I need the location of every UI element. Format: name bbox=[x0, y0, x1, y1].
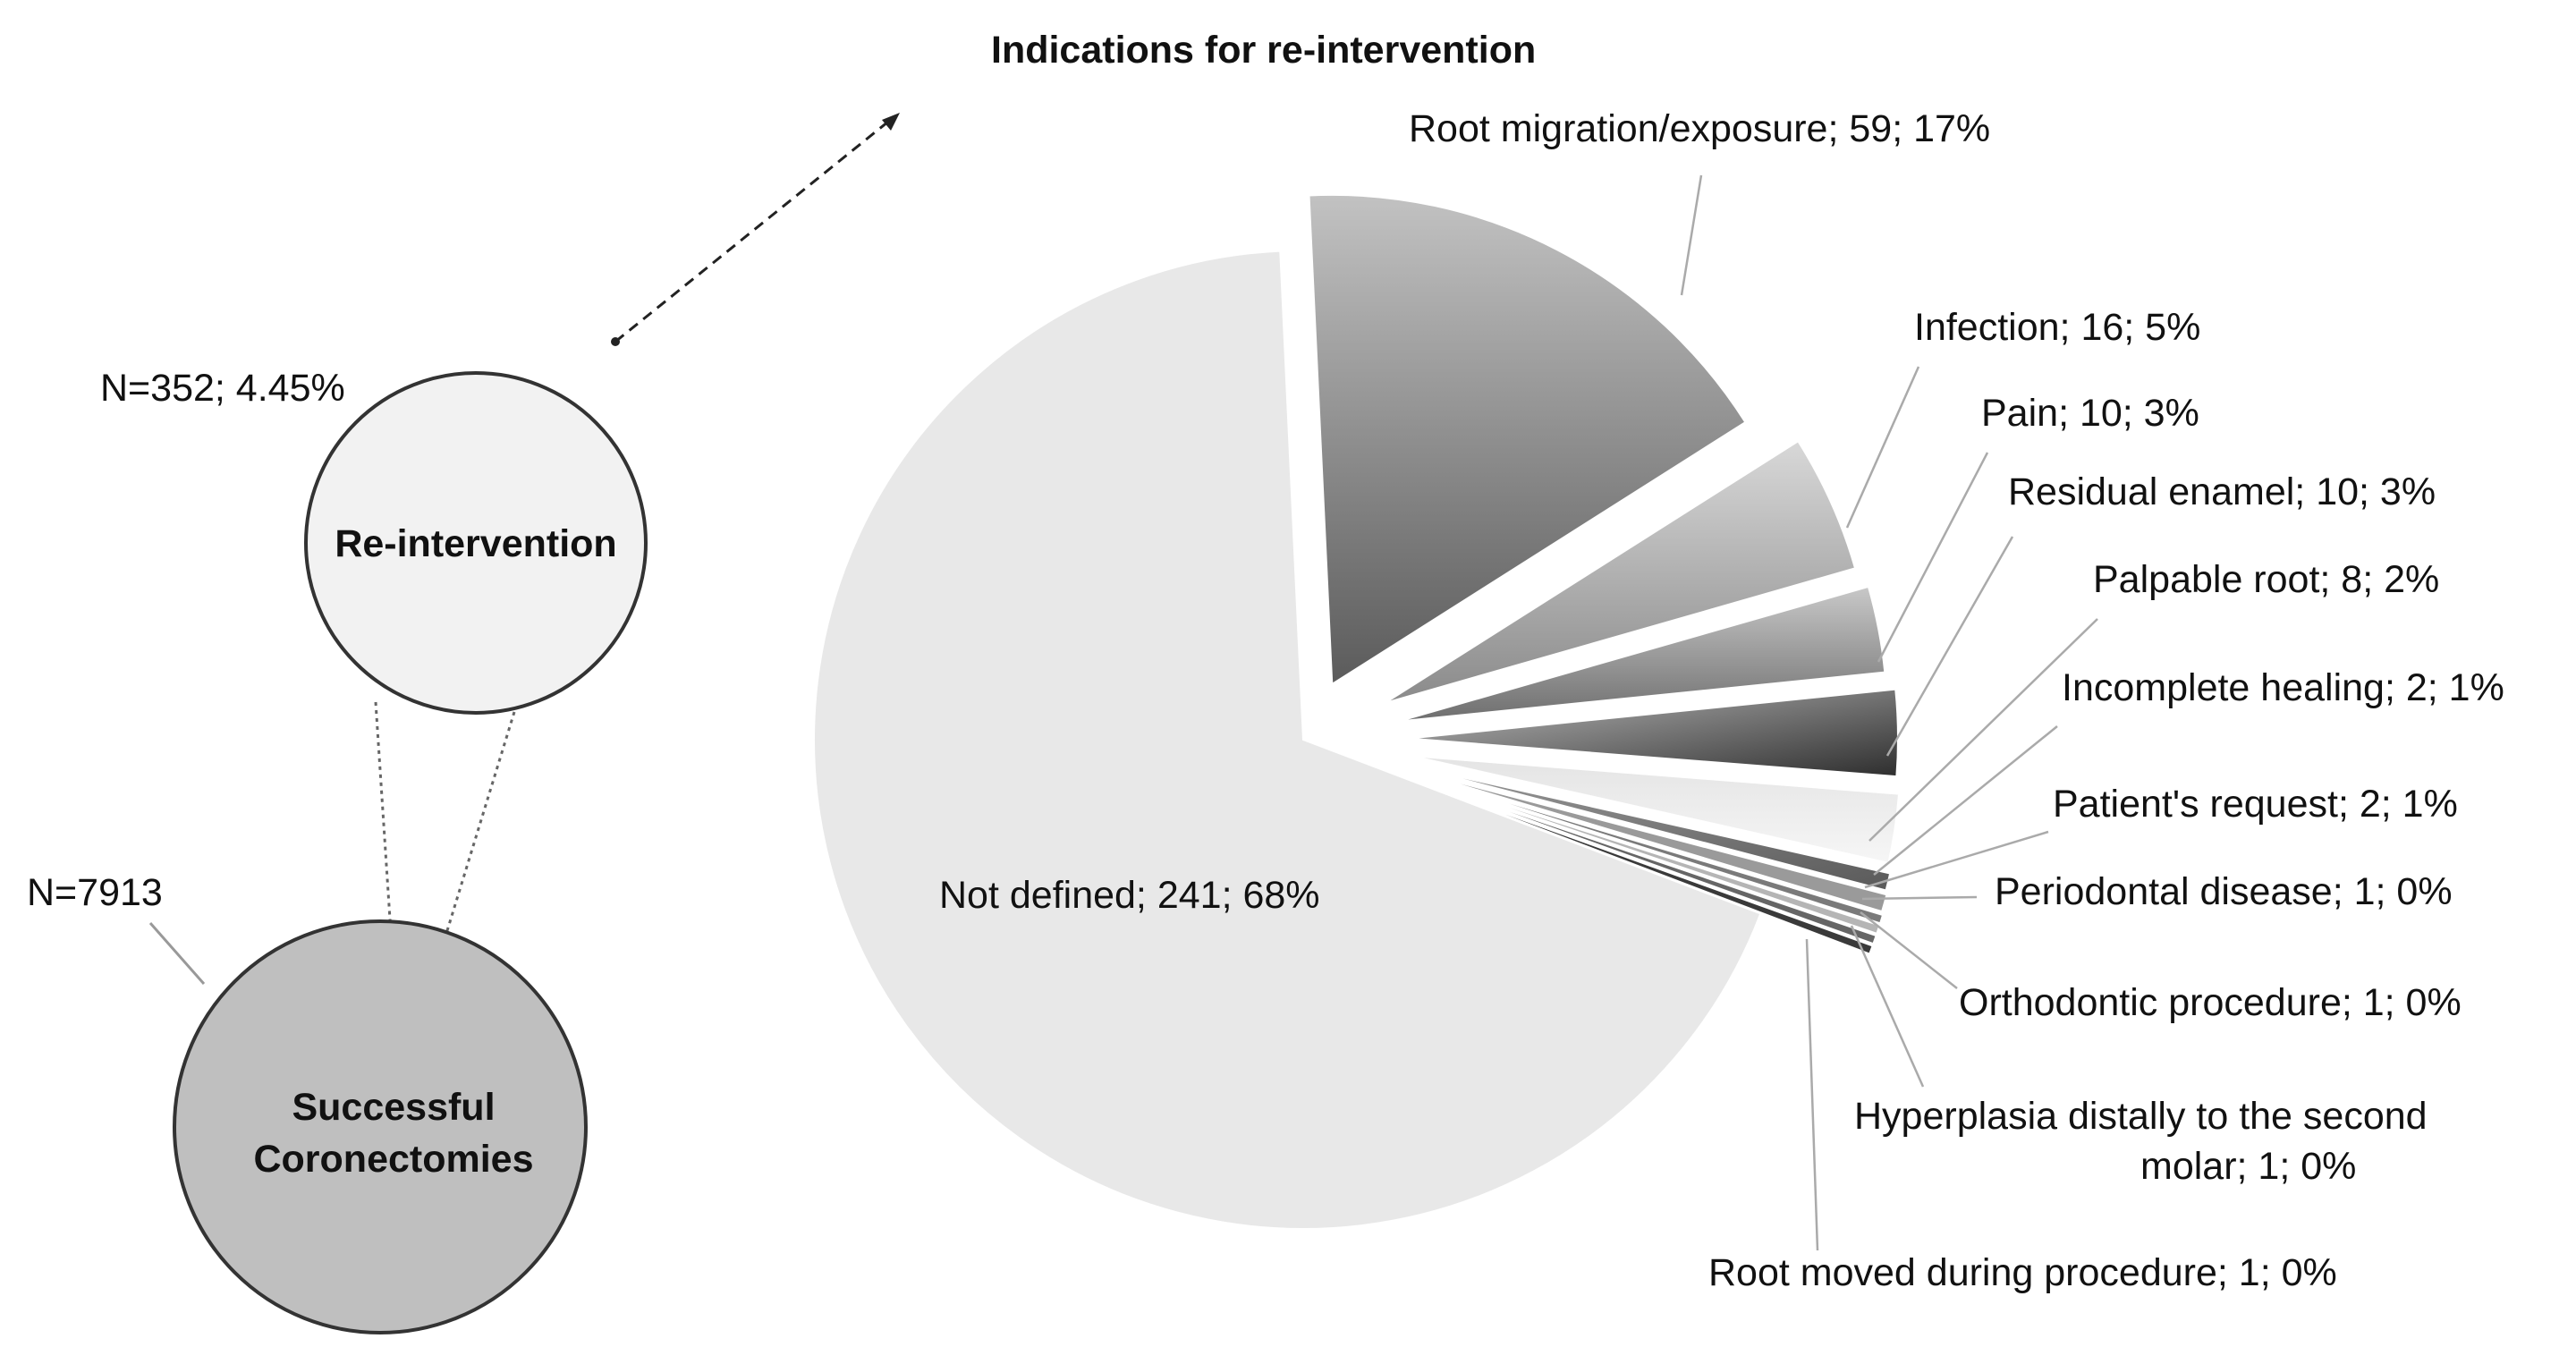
re-intervention-count: N=352; 4.45% bbox=[100, 367, 345, 410]
slice-label: Patient's request; 2; 1% bbox=[2053, 783, 2458, 826]
slice-label: Palpable root; 8; 2% bbox=[2093, 558, 2439, 601]
successful-coronectomies-label-line1: Successful bbox=[292, 1086, 495, 1129]
leader-line bbox=[1850, 925, 1925, 1088]
slice-label: Residual enamel; 10; 3% bbox=[2008, 470, 2436, 513]
slice-label: Incomplete healing; 2; 1% bbox=[2062, 666, 2504, 709]
leader-line bbox=[1845, 366, 1920, 529]
leader-line bbox=[1873, 725, 2058, 876]
slice-label: Pain; 10; 3% bbox=[1981, 392, 2199, 435]
slice-label: Hyperplasia distally to the second molar;… bbox=[1854, 1095, 2428, 1188]
leader-line bbox=[1805, 938, 1819, 1251]
re-intervention-label: Re-intervention bbox=[335, 522, 616, 565]
slice-label: Orthodontic procedure; 1; 0% bbox=[1959, 981, 2462, 1024]
pie-slice bbox=[1412, 765, 1892, 892]
left-diagram: Re-intervention Successful Coronectomies… bbox=[27, 367, 648, 1334]
leader-line bbox=[1868, 618, 2098, 842]
slice-label: Infection; 16; 5% bbox=[1914, 306, 2200, 349]
pie-slice bbox=[1411, 779, 1874, 955]
leader-lines bbox=[1680, 174, 2098, 1251]
slice-label: Not defined; 241; 68% bbox=[939, 874, 1320, 917]
successful-coronectomies-count: N=7913 bbox=[27, 871, 163, 914]
leader-line bbox=[1885, 536, 2014, 757]
pie-slice bbox=[813, 250, 1762, 1230]
slice-label: Root moved during procedure; 1; 0% bbox=[1708, 1251, 2337, 1294]
zoom-arrow bbox=[611, 113, 900, 346]
slice-label: Periodontal disease; 1; 0% bbox=[1995, 870, 2453, 913]
pie-slice bbox=[1408, 688, 1899, 778]
successful-coronectomies-label-line2: Coronectomies bbox=[253, 1138, 533, 1181]
chart-title: Indications for re-intervention bbox=[991, 29, 1536, 72]
slice-labels: Root migration/exposure; 59; 17% Infectio… bbox=[939, 107, 2504, 1294]
pie-slice bbox=[1412, 776, 1877, 945]
leader-line bbox=[1861, 895, 1978, 901]
pie-slice bbox=[1412, 769, 1888, 913]
pie-slice bbox=[1308, 193, 1747, 686]
leader-line bbox=[1860, 911, 1958, 989]
leader-line bbox=[1680, 174, 1703, 296]
pie-chart bbox=[813, 193, 1901, 1230]
pie-slice bbox=[1397, 585, 1886, 723]
pie-slice bbox=[1413, 773, 1885, 925]
successful-coronectomies-circle bbox=[173, 919, 588, 1334]
pie-slice bbox=[1413, 775, 1881, 936]
count-leader-line bbox=[148, 922, 206, 985]
pie-slice bbox=[1384, 439, 1857, 705]
leader-line bbox=[1864, 830, 2049, 889]
re-intervention-circle bbox=[304, 371, 648, 715]
slice-label: Root migration/exposure; 59; 17% bbox=[1409, 107, 1990, 150]
leader-line bbox=[1877, 452, 1989, 663]
